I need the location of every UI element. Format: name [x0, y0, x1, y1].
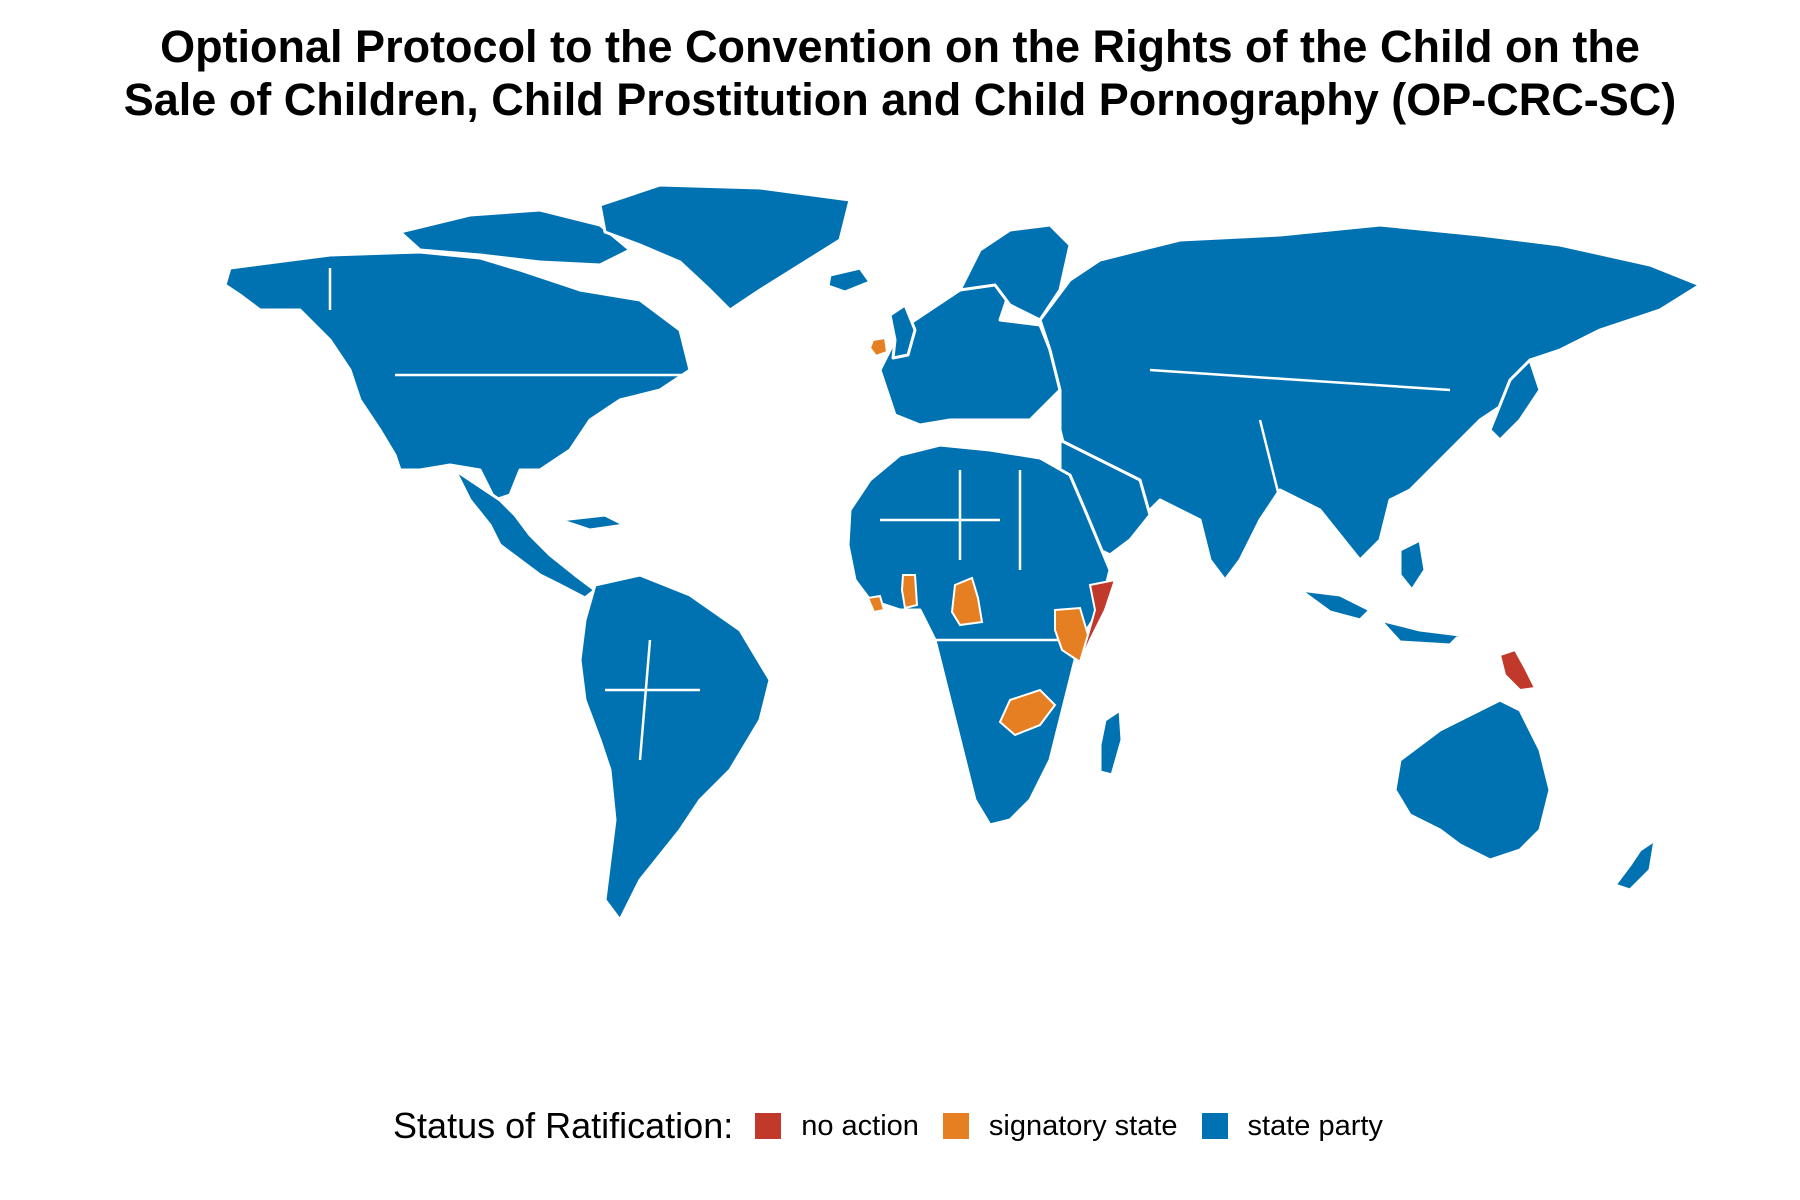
country-ireland	[868, 336, 889, 358]
country-ghana	[900, 574, 919, 610]
caribbean-islands-landmass	[558, 513, 627, 532]
legend-title: Status of Ratification:	[393, 1105, 734, 1146]
philippines-landmass	[1398, 538, 1427, 592]
legend-item-no-action: no action	[755, 1110, 919, 1143]
australia-landmass	[1393, 698, 1552, 862]
border-line	[638, 639, 652, 761]
country-somalia	[1079, 578, 1117, 663]
iceland-landmass	[826, 266, 872, 294]
map-title: Optional Protocol to the Convention on t…	[0, 20, 1800, 126]
scandinavia-landmass	[958, 223, 1072, 322]
central-america-landmass	[453, 468, 597, 600]
indonesia-landmass	[1298, 588, 1462, 647]
south-america-landmass	[578, 573, 772, 922]
border-line	[1258, 419, 1282, 501]
great-britain-landmass	[888, 303, 917, 360]
africa-landmass	[846, 443, 1112, 827]
title-line-1: Optional Protocol to the Convention on t…	[160, 21, 1640, 72]
country-borders	[328, 268, 1451, 761]
country-cameroon	[950, 576, 984, 627]
legend-label: signatory state	[988, 1109, 1178, 1142]
arctic-islands-landmass	[398, 208, 632, 267]
japan-landmass	[1488, 358, 1542, 442]
madagascar-landmass	[1098, 708, 1124, 777]
greenland-landmass	[598, 183, 852, 312]
state-party-landmasses	[223, 183, 1702, 922]
country-zambia	[998, 688, 1057, 737]
border-line	[1149, 368, 1451, 392]
title-line-2: Sale of Children, Child Prostitution and…	[123, 74, 1677, 125]
country-liberia	[866, 594, 886, 614]
legend: Status of Ratification: no action signat…	[0, 1105, 1800, 1147]
country-papua-new-guinea	[1498, 648, 1537, 692]
new-zealand-landmass	[1613, 838, 1657, 892]
legend-key-state-party	[1201, 1113, 1228, 1139]
legend-label: state party	[1247, 1109, 1383, 1142]
legend-item-state-party: state party	[1201, 1109, 1383, 1143]
legend-key-no-action	[755, 1113, 782, 1139]
legend-item-signatory-state: signatory state	[942, 1109, 1178, 1143]
highlighted-countries	[866, 336, 1537, 737]
legend-label: no action	[801, 1109, 919, 1142]
legend-key-signatory-state	[942, 1113, 969, 1139]
